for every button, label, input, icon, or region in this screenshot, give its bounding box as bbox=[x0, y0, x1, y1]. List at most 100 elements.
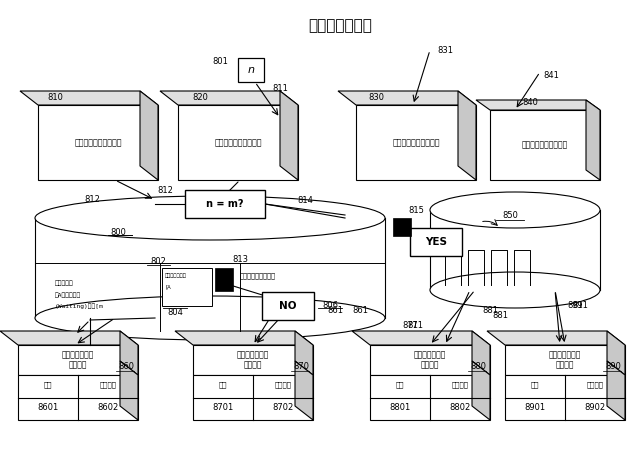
Text: 肯定応答: 肯定応答 bbox=[586, 381, 604, 388]
Polygon shape bbox=[586, 100, 600, 180]
Polygon shape bbox=[193, 375, 313, 420]
Polygon shape bbox=[607, 361, 625, 420]
Text: 891: 891 bbox=[572, 301, 588, 310]
Text: 配信: 配信 bbox=[44, 381, 52, 388]
Polygon shape bbox=[338, 91, 476, 105]
Polygon shape bbox=[476, 100, 600, 110]
Text: 830: 830 bbox=[368, 93, 384, 102]
Text: 801: 801 bbox=[212, 57, 228, 66]
Text: 840: 840 bbox=[522, 98, 538, 107]
Polygon shape bbox=[18, 375, 138, 420]
Text: 871: 871 bbox=[407, 321, 423, 330]
Text: 861: 861 bbox=[352, 306, 368, 315]
Polygon shape bbox=[193, 345, 313, 375]
Text: 841: 841 bbox=[543, 71, 559, 80]
Polygon shape bbox=[18, 345, 138, 375]
Text: 815: 815 bbox=[408, 206, 424, 215]
Text: 804: 804 bbox=[167, 308, 183, 317]
Text: 860: 860 bbox=[118, 362, 134, 371]
Polygon shape bbox=[458, 91, 476, 180]
Text: 配信: 配信 bbox=[531, 381, 540, 388]
Polygon shape bbox=[120, 361, 138, 420]
Polygon shape bbox=[472, 331, 490, 375]
Text: 891: 891 bbox=[567, 301, 583, 310]
Ellipse shape bbox=[430, 192, 600, 228]
Text: アウトバウンド
ハンドラ: アウトバウンド ハンドラ bbox=[414, 350, 446, 370]
Polygon shape bbox=[215, 268, 233, 292]
Polygon shape bbox=[472, 361, 490, 420]
Polygon shape bbox=[185, 190, 265, 218]
Text: 配信: 配信 bbox=[219, 381, 227, 388]
Polygon shape bbox=[505, 375, 625, 420]
Text: アウトバウンド
ハンドラ: アウトバウンド ハンドラ bbox=[549, 350, 581, 370]
Text: (Waiting)」、[m: (Waiting)」、[m bbox=[55, 303, 104, 309]
Polygon shape bbox=[410, 228, 462, 256]
Text: 820: 820 bbox=[192, 93, 208, 102]
Text: アウトバウンド
ハンドラ: アウトバウンド ハンドラ bbox=[62, 350, 94, 370]
Text: 871: 871 bbox=[402, 321, 418, 330]
Text: 「A」、「待ち: 「A」、「待ち bbox=[55, 292, 81, 298]
Polygon shape bbox=[356, 105, 476, 180]
Polygon shape bbox=[38, 105, 158, 180]
Polygon shape bbox=[487, 331, 625, 345]
Text: インバウンドハンドラ: インバウンドハンドラ bbox=[522, 140, 568, 149]
Text: 870: 870 bbox=[293, 362, 309, 371]
Polygon shape bbox=[262, 292, 314, 320]
Text: n: n bbox=[248, 65, 255, 75]
Polygon shape bbox=[607, 331, 625, 375]
Polygon shape bbox=[280, 91, 298, 180]
Text: 881: 881 bbox=[492, 311, 508, 320]
Text: オーバーフロー領域: オーバーフロー領域 bbox=[240, 272, 276, 279]
Text: 8802: 8802 bbox=[449, 402, 470, 411]
Text: 8702: 8702 bbox=[273, 402, 294, 411]
Polygon shape bbox=[370, 375, 490, 420]
Text: NO: NO bbox=[279, 301, 297, 311]
Polygon shape bbox=[430, 210, 600, 290]
Text: 8602: 8602 bbox=[97, 402, 118, 411]
Text: インバウンドハンドラ: インバウンドハンドラ bbox=[74, 138, 122, 147]
Text: 802: 802 bbox=[150, 257, 166, 266]
Polygon shape bbox=[0, 331, 138, 345]
Text: n = m?: n = m? bbox=[206, 199, 244, 209]
Text: [A: [A bbox=[165, 284, 171, 289]
Text: 8801: 8801 bbox=[389, 402, 411, 411]
Polygon shape bbox=[352, 331, 490, 345]
Text: 813: 813 bbox=[232, 255, 248, 264]
Ellipse shape bbox=[430, 272, 600, 308]
Polygon shape bbox=[393, 218, 411, 236]
Text: 880: 880 bbox=[470, 362, 486, 371]
Text: 814: 814 bbox=[297, 196, 313, 205]
Polygon shape bbox=[178, 105, 298, 180]
Polygon shape bbox=[175, 331, 313, 345]
Text: 着信メッセージ: 着信メッセージ bbox=[308, 18, 372, 33]
Text: 861: 861 bbox=[327, 306, 343, 315]
Polygon shape bbox=[20, 91, 158, 105]
Text: YES: YES bbox=[425, 237, 447, 247]
Ellipse shape bbox=[35, 196, 385, 240]
Text: 8701: 8701 bbox=[212, 402, 234, 411]
Polygon shape bbox=[295, 361, 313, 420]
Text: 812: 812 bbox=[84, 195, 100, 204]
Text: 配信: 配信 bbox=[396, 381, 404, 388]
Text: 8601: 8601 bbox=[37, 402, 59, 411]
Polygon shape bbox=[505, 345, 625, 375]
Polygon shape bbox=[162, 268, 212, 306]
Text: ステータス: ステータス bbox=[55, 280, 74, 286]
Polygon shape bbox=[160, 91, 298, 105]
Text: ミューアックス: ミューアックス bbox=[165, 273, 187, 278]
Polygon shape bbox=[295, 331, 313, 375]
Text: インバウンドハンドラ: インバウンドハンドラ bbox=[392, 138, 440, 147]
Polygon shape bbox=[120, 331, 138, 375]
Polygon shape bbox=[35, 218, 385, 318]
Text: 8901: 8901 bbox=[524, 402, 545, 411]
Text: 8902: 8902 bbox=[584, 402, 605, 411]
Text: 850: 850 bbox=[502, 210, 518, 219]
Text: 肯定応答: 肯定応答 bbox=[99, 381, 116, 388]
Text: 811: 811 bbox=[272, 83, 288, 92]
Text: アウトバウンド
ハンドラ: アウトバウンド ハンドラ bbox=[237, 350, 269, 370]
Text: 810: 810 bbox=[47, 93, 63, 102]
Text: 800: 800 bbox=[110, 228, 126, 237]
Text: 881: 881 bbox=[482, 306, 498, 315]
Polygon shape bbox=[370, 345, 490, 375]
Text: 肯定応答: 肯定応答 bbox=[275, 381, 291, 388]
